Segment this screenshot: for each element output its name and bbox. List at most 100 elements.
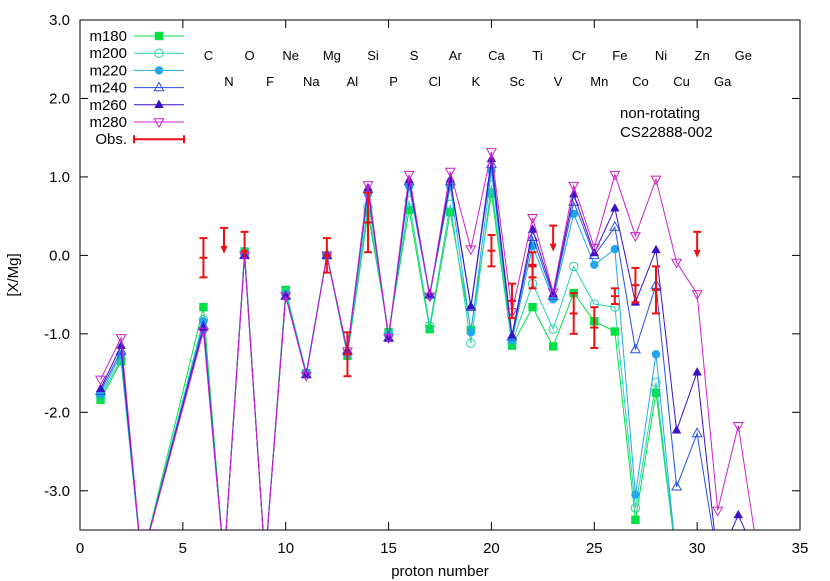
obs-point bbox=[569, 292, 578, 335]
legend-marker bbox=[154, 48, 164, 58]
data-point bbox=[300, 371, 312, 382]
legend-entry: m180 bbox=[89, 28, 184, 45]
legend-marker bbox=[153, 81, 165, 92]
obs-point bbox=[199, 237, 208, 279]
obs-point bbox=[487, 233, 496, 268]
data-point bbox=[115, 334, 127, 344]
series-line bbox=[100, 158, 746, 530]
element-label: Al bbox=[347, 74, 359, 89]
data-point bbox=[712, 506, 724, 517]
legend-label: Obs. bbox=[95, 131, 127, 148]
data-point bbox=[610, 327, 620, 336]
x-tick-label: 0 bbox=[76, 540, 84, 557]
element-label: Mg bbox=[323, 48, 341, 63]
legend-entry: m240 bbox=[89, 80, 184, 97]
x-tick-label: 30 bbox=[689, 540, 706, 557]
plot-frame bbox=[79, 19, 801, 531]
series-line bbox=[100, 193, 674, 530]
element-label: Ne bbox=[282, 48, 299, 63]
data-point bbox=[96, 395, 105, 404]
data-point bbox=[116, 340, 126, 349]
data-point bbox=[569, 261, 579, 272]
data-point bbox=[528, 302, 537, 312]
element-label: Ca bbox=[488, 48, 505, 63]
y-axis-label: [X/Mg] bbox=[5, 253, 22, 296]
limit-arrow bbox=[220, 245, 228, 254]
obs-point bbox=[508, 282, 516, 320]
data-point bbox=[485, 148, 497, 159]
element-label: F bbox=[266, 74, 274, 89]
x-axis-label: proton number bbox=[391, 563, 489, 580]
data-point bbox=[609, 170, 621, 181]
data-point bbox=[424, 292, 436, 303]
element-label: Na bbox=[303, 74, 320, 89]
annotation-model: non-rotating bbox=[620, 105, 700, 122]
element-label: Zn bbox=[695, 48, 710, 63]
data-point bbox=[446, 208, 455, 217]
obs-point bbox=[528, 265, 537, 290]
data-point bbox=[466, 338, 476, 348]
x-tick-label: 25 bbox=[586, 540, 603, 557]
data-point bbox=[650, 175, 662, 186]
x-tick-label: 10 bbox=[277, 540, 294, 557]
data-point bbox=[671, 258, 683, 269]
y-tick-label: 3.0 bbox=[49, 12, 70, 29]
data-point bbox=[507, 330, 517, 339]
element-label: Cr bbox=[572, 48, 586, 63]
element-label: Ga bbox=[714, 74, 732, 89]
element-label: V bbox=[554, 74, 563, 89]
obs-upper-limit bbox=[220, 226, 228, 254]
legend-entry: m200 bbox=[89, 45, 184, 62]
data-point bbox=[527, 214, 539, 224]
element-label: N bbox=[224, 74, 233, 89]
data-point bbox=[95, 375, 107, 386]
element-label: Fe bbox=[612, 48, 627, 63]
obs-upper-limit bbox=[549, 224, 558, 252]
data-point bbox=[631, 490, 640, 499]
x-tick-label: 35 bbox=[792, 540, 809, 557]
axes-layer: 0 5 10 15 20 25 30 35 -3.0 -2.0 -1.0 0.0 1.0 2.0 3.0 bbox=[44, 12, 808, 557]
data-point bbox=[466, 328, 476, 337]
data-point bbox=[692, 367, 702, 376]
data-point bbox=[404, 205, 414, 215]
data-point bbox=[629, 232, 641, 242]
y-tick-label: 1.0 bbox=[49, 169, 70, 186]
element-label: Ar bbox=[449, 48, 463, 63]
data-point bbox=[609, 220, 621, 231]
data-point bbox=[281, 285, 290, 295]
element-label: Co bbox=[632, 74, 649, 89]
series-line bbox=[100, 151, 755, 530]
legend-entry: Obs. bbox=[95, 131, 185, 148]
element-label: S bbox=[410, 48, 419, 63]
obs-point bbox=[652, 265, 660, 315]
element-label: Cu bbox=[673, 74, 690, 89]
data-point bbox=[444, 167, 456, 178]
data-point bbox=[588, 243, 600, 254]
element-label: Si bbox=[367, 48, 379, 63]
y-tick-label: -1.0 bbox=[44, 326, 70, 343]
series-m260 bbox=[95, 153, 746, 530]
element-label: K bbox=[472, 74, 481, 89]
data-point bbox=[610, 244, 620, 254]
element-label: O bbox=[245, 48, 255, 63]
y-tick-label: -2.0 bbox=[44, 404, 70, 421]
element-labels: C O Ne Mg Si S Ar Ca Ti Cr Fe Ni Zn Ge N F Na Al P Cl K Sc V Mn… bbox=[204, 48, 752, 89]
obs-point bbox=[364, 191, 372, 254]
data-point bbox=[403, 170, 415, 181]
element-label: Mn bbox=[590, 74, 608, 89]
data-point bbox=[630, 503, 641, 513]
data-point bbox=[629, 343, 641, 354]
legend-label: m180 bbox=[89, 28, 127, 45]
data-point bbox=[651, 350, 661, 359]
data-point bbox=[610, 203, 620, 212]
series-m200 bbox=[95, 180, 674, 530]
data-point bbox=[651, 244, 661, 254]
data-point bbox=[487, 189, 496, 198]
series-m220 bbox=[96, 166, 674, 530]
x-tick-label: 20 bbox=[483, 540, 500, 557]
data-point bbox=[445, 174, 455, 183]
legend-marker bbox=[154, 99, 164, 108]
element-label: Cl bbox=[429, 74, 441, 89]
obs-point bbox=[322, 237, 331, 274]
x-tick-label: 15 bbox=[380, 540, 397, 557]
